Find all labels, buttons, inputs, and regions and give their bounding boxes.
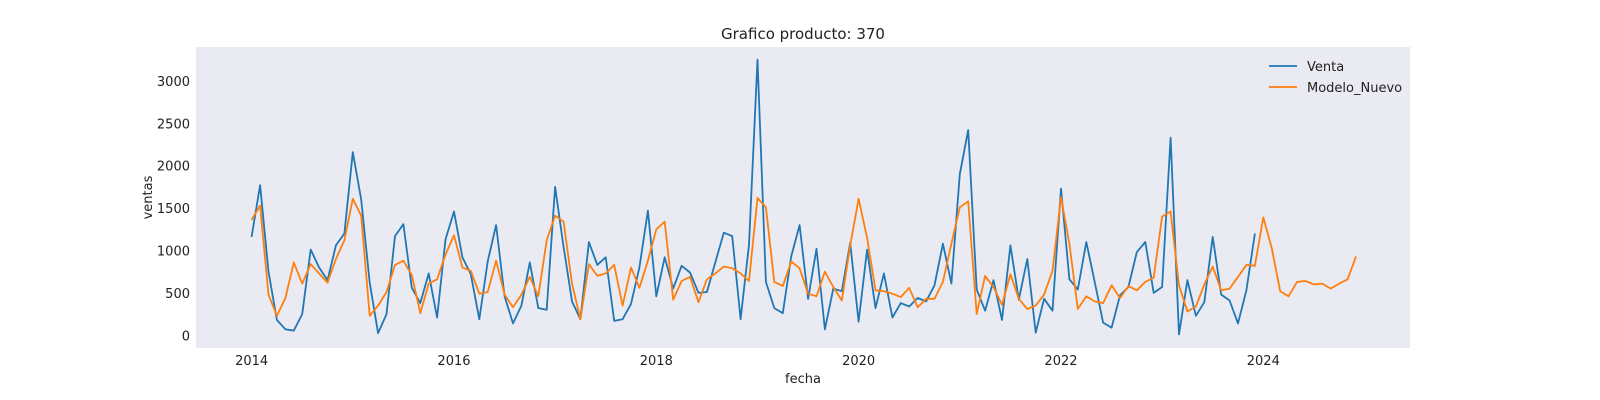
x-axis-ticks: 2014 2016 2018 2020 2022 2024 xyxy=(235,354,1280,369)
x-axis-label: fecha xyxy=(785,372,821,387)
x-tick-label: 2024 xyxy=(1247,354,1280,369)
series-layer xyxy=(250,58,1357,336)
x-tick-label: 2020 xyxy=(842,354,875,369)
y-tick-label: 1500 xyxy=(157,202,190,217)
legend-label: Venta xyxy=(1307,60,1344,75)
y-tick-label: 3000 xyxy=(157,75,190,90)
y-tick-label: 1000 xyxy=(157,244,190,259)
x-tick-label: 2022 xyxy=(1044,354,1077,369)
x-tick-label: 2018 xyxy=(640,354,673,369)
x-tick-label: 2014 xyxy=(235,354,268,369)
x-tick-label: 2016 xyxy=(437,354,470,369)
legend-label: Modelo_Nuevo xyxy=(1307,81,1402,96)
y-tick-label: 0 xyxy=(182,329,190,344)
plot-area xyxy=(196,47,1410,348)
legend: Venta Modelo_Nuevo xyxy=(1269,60,1402,96)
y-axis-label: ventas xyxy=(141,175,156,219)
y-axis-ticks: 0 500 1000 1500 2000 2500 3000 xyxy=(157,75,190,344)
y-tick-label: 2000 xyxy=(157,160,190,175)
series-line-modelo-nuevo xyxy=(250,196,1357,321)
y-tick-label: 500 xyxy=(165,287,190,302)
y-tick-label: 2500 xyxy=(157,117,190,132)
chart-title: Grafico producto: 370 xyxy=(721,25,885,43)
series-line-venta xyxy=(250,58,1256,336)
